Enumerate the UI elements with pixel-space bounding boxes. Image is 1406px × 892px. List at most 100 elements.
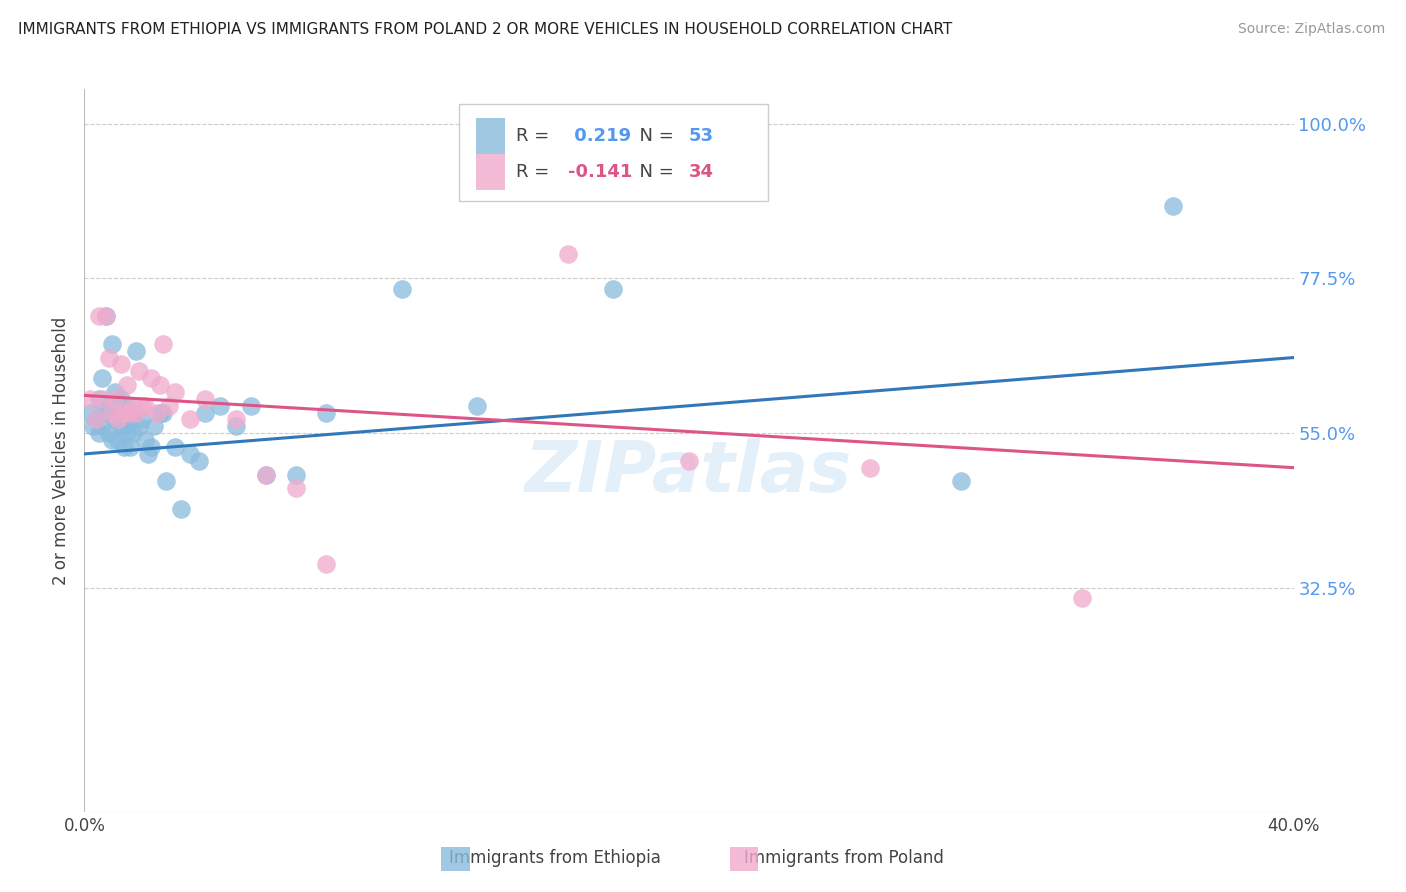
Point <box>100 406 122 420</box>
Text: Immigrants from Ethiopia: Immigrants from Ethiopia <box>450 849 661 867</box>
Text: N =: N = <box>628 128 681 145</box>
Point <box>97 351 120 365</box>
Point <box>82 419 104 434</box>
Point <box>315 557 337 571</box>
Point <box>118 412 141 426</box>
Point <box>94 310 117 324</box>
Point <box>121 426 143 441</box>
Point <box>115 426 138 441</box>
Point <box>139 371 162 385</box>
Text: Source: ZipAtlas.com: Source: ZipAtlas.com <box>1237 22 1385 37</box>
Point <box>315 406 337 420</box>
Point <box>165 440 187 454</box>
Point <box>110 419 132 434</box>
Point <box>557 247 579 261</box>
Point <box>136 447 159 461</box>
Point <box>107 412 129 426</box>
FancyBboxPatch shape <box>477 118 505 154</box>
Text: IMMIGRANTS FROM ETHIOPIA VS IMMIGRANTS FROM POLAND 2 OR MORE VEHICLES IN HOUSEHO: IMMIGRANTS FROM ETHIOPIA VS IMMIGRANTS F… <box>18 22 952 37</box>
Point <box>125 343 148 358</box>
Text: Immigrants from Poland: Immigrants from Poland <box>744 849 943 867</box>
Text: R =: R = <box>516 128 555 145</box>
Text: R =: R = <box>516 163 555 181</box>
Point <box>128 419 150 434</box>
FancyBboxPatch shape <box>477 154 505 190</box>
Point <box>179 412 201 426</box>
Point <box>104 392 127 406</box>
Point <box>125 406 148 420</box>
Point <box>89 426 111 441</box>
Point <box>209 399 232 413</box>
Point <box>194 392 217 406</box>
Point <box>131 399 153 413</box>
Point <box>91 371 114 385</box>
Point <box>107 412 129 426</box>
Text: N =: N = <box>628 163 681 181</box>
Point <box>239 399 262 413</box>
Point <box>79 406 101 420</box>
Text: 0.219: 0.219 <box>568 128 631 145</box>
Point <box>107 433 129 447</box>
Point <box>118 440 141 454</box>
Point <box>131 412 153 426</box>
Text: -0.141: -0.141 <box>568 163 633 181</box>
Point <box>149 406 172 420</box>
Point <box>678 454 700 468</box>
Point <box>91 392 114 406</box>
Point <box>94 310 117 324</box>
Point <box>110 358 132 372</box>
Point <box>91 419 114 434</box>
Text: ZIPatlas: ZIPatlas <box>526 438 852 507</box>
Point <box>285 481 308 495</box>
Point <box>89 392 111 406</box>
Point <box>100 336 122 351</box>
Point <box>86 412 108 426</box>
Point <box>149 378 172 392</box>
FancyBboxPatch shape <box>460 103 768 202</box>
Point <box>134 433 156 447</box>
Point <box>86 412 108 426</box>
Point <box>104 412 127 426</box>
Point <box>254 467 277 482</box>
Point <box>97 399 120 413</box>
Point <box>155 475 177 489</box>
Point <box>254 467 277 482</box>
Point <box>89 310 111 324</box>
Point <box>79 392 101 406</box>
Point <box>118 406 141 420</box>
Point <box>165 384 187 399</box>
Point <box>112 440 135 454</box>
Point <box>170 502 193 516</box>
Point <box>134 399 156 413</box>
Point <box>1071 591 1094 606</box>
Point <box>121 399 143 413</box>
Point <box>950 475 973 489</box>
Point <box>112 406 135 420</box>
Point <box>112 419 135 434</box>
Point <box>97 426 120 441</box>
Text: 53: 53 <box>689 128 714 145</box>
Point <box>104 384 127 399</box>
Y-axis label: 2 or more Vehicles in Household: 2 or more Vehicles in Household <box>52 317 70 584</box>
Point <box>467 399 489 413</box>
Point <box>859 460 882 475</box>
Point <box>94 406 117 420</box>
Point <box>110 392 132 406</box>
Point <box>152 406 174 420</box>
Point <box>391 282 413 296</box>
Point <box>225 419 247 434</box>
Point <box>139 440 162 454</box>
Point <box>121 406 143 420</box>
Point <box>285 467 308 482</box>
Point <box>100 433 122 447</box>
Point <box>602 282 624 296</box>
Point <box>188 454 211 468</box>
Point <box>146 406 169 420</box>
Point <box>157 399 180 413</box>
Point <box>142 419 165 434</box>
Point <box>1161 199 1184 213</box>
Text: 34: 34 <box>689 163 714 181</box>
Point <box>115 399 138 413</box>
Point <box>128 364 150 378</box>
Point <box>225 412 247 426</box>
